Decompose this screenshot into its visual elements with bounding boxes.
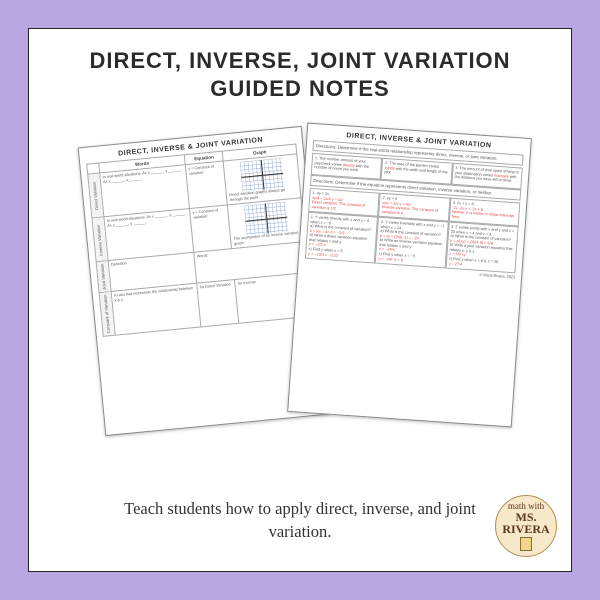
graph-direct: Direct variation graphs always go throug… <box>224 154 301 205</box>
eq-direct: y = Constant of variation: <box>185 161 227 209</box>
constant-direct: for Direct Variation <box>197 280 239 327</box>
grid-icon <box>244 202 289 236</box>
worksheet-right: Direct, Inverse & Joint Variation Direct… <box>287 123 532 428</box>
brand-logo: math with MS. RIVERA <box>495 495 557 557</box>
worksheet-stage: Direct, Inverse & Joint Variation Words … <box>29 124 571 454</box>
logo-line-2: MS. RIVERA <box>496 511 556 535</box>
title-line-2: Guided Notes <box>210 76 389 101</box>
ap-1: 1. Y varies directly with x and y = 4 wh… <box>305 212 378 264</box>
ap-3: 3. Z varies jointly with x and y and z =… <box>445 222 518 274</box>
ap-2: 2. Y varies inversely with x and y = −1 … <box>375 217 448 269</box>
graph-inverse: The asymptotes of an inverse variation g… <box>228 198 305 249</box>
title-line-1: Direct, Inverse, Joint Variation <box>89 48 510 73</box>
main-title: Direct, Inverse, Joint Variation Guided … <box>41 47 559 102</box>
product-description: Teach students how to apply direct, inve… <box>29 498 571 543</box>
product-card: Direct, Inverse, Joint Variation Guided … <box>28 28 572 572</box>
col-blank <box>87 163 100 174</box>
calculator-icon <box>520 537 532 551</box>
label-joint: Joint Variation <box>96 261 111 293</box>
variation-table: Words Equation Graph Direct Variation In… <box>86 143 313 337</box>
grid-icon <box>239 158 284 192</box>
constant-def: A ratio that represents the relationship… <box>111 284 201 336</box>
eq-inverse: y = Constant of variation: <box>190 205 232 253</box>
